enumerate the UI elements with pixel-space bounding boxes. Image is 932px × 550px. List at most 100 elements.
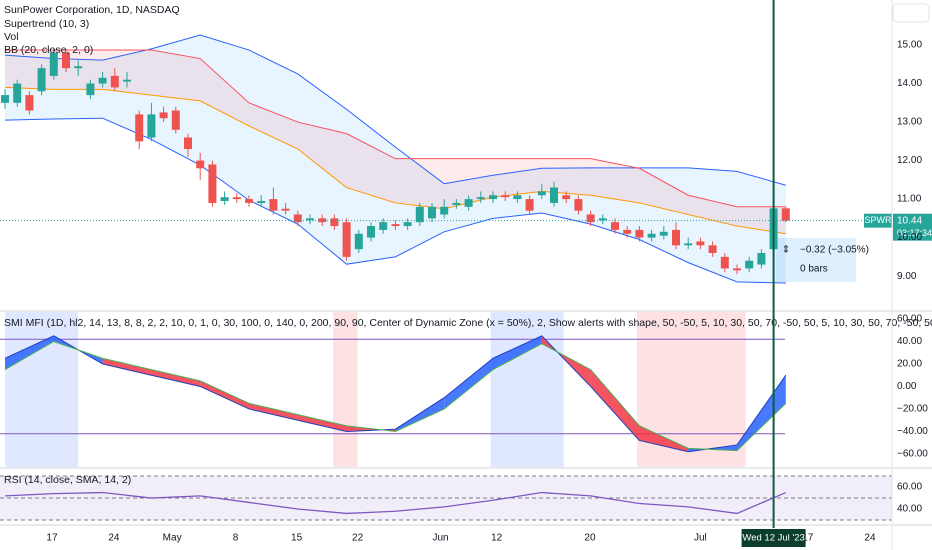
candle-body — [403, 222, 412, 227]
candle-body — [635, 229, 644, 238]
y-tick-label: 12.00 — [897, 155, 922, 166]
candle-body — [367, 226, 375, 238]
price-box — [893, 213, 932, 241]
candle-body — [537, 191, 546, 196]
signal-line — [4, 340, 787, 452]
candle-body — [440, 206, 449, 215]
candle-body — [513, 195, 522, 200]
candle-body — [684, 243, 693, 246]
smi-fill — [151, 369, 201, 387]
x-tick-label: 20 — [584, 533, 596, 544]
symbol-box — [864, 213, 892, 228]
candle-body — [647, 233, 656, 238]
symbol-label: SPWR — [865, 215, 893, 225]
measure-change: −0.32 (−3.05%) — [800, 245, 869, 256]
candle-body — [586, 214, 595, 223]
countdown-label: 03:17:34 — [897, 228, 932, 238]
candle-body — [147, 114, 156, 138]
candle-body — [550, 187, 558, 203]
candle-body — [306, 218, 314, 221]
x-tick-label: May — [163, 533, 182, 544]
signal-zone — [5, 312, 79, 467]
candle-body — [110, 75, 119, 88]
smi-fill — [200, 380, 249, 409]
candle-body — [49, 52, 58, 76]
y-tick-label: 15.00 — [897, 40, 922, 51]
measure-bars: 0 bars — [800, 264, 828, 275]
pane-title: RSI (14, close, SMA, 14, 2) — [4, 474, 131, 486]
candle-body — [708, 245, 717, 254]
candle-body — [696, 241, 705, 246]
x-tick-label: Jul — [694, 533, 707, 544]
candle-body — [62, 52, 70, 69]
candle-body — [318, 218, 327, 223]
measure-icon: ⇕ — [782, 245, 790, 256]
candle-body — [281, 208, 290, 211]
band-upper — [4, 34, 786, 186]
smi-fill — [297, 414, 347, 432]
y-tick-label: 13.00 — [897, 117, 922, 128]
candle-body — [489, 195, 497, 200]
candle-body — [86, 83, 95, 96]
candle-body — [623, 229, 632, 234]
candle-body — [452, 202, 461, 205]
candle-body — [220, 197, 229, 202]
y-tick-label: 11.00 — [897, 194, 922, 205]
x-tick-label: 8 — [233, 533, 239, 544]
candle-body — [269, 199, 278, 211]
x-tick-label: 17 — [46, 533, 58, 544]
candle-body — [379, 222, 388, 230]
y-tick-label: 9.00 — [897, 271, 917, 282]
candle-body — [232, 197, 241, 200]
candle-body — [159, 112, 168, 119]
crosshair-label-box — [741, 529, 806, 547]
smi-fill — [102, 358, 152, 376]
indicator-label: BB (20, close, 2, 0) — [4, 44, 93, 56]
band-basis — [4, 86, 786, 235]
x-tick-label: 22 — [352, 533, 364, 544]
candle-body — [37, 68, 46, 92]
candle-body — [342, 222, 351, 257]
candle-body — [659, 231, 668, 236]
indicator-label: Supertrend (10, 3) — [4, 18, 89, 30]
candle-body — [757, 253, 766, 265]
candle-body — [428, 206, 436, 219]
supertrend-fill — [5, 50, 786, 234]
y-tick-label: 20.00 — [897, 359, 922, 370]
candle-body — [245, 199, 253, 203]
band-lower — [4, 117, 786, 284]
y-tick-label: 60.00 — [897, 482, 922, 493]
x-tick-label: Jun — [432, 533, 448, 544]
y-tick-label: 0.00 — [897, 381, 917, 392]
smi-fill — [444, 358, 493, 409]
candle-body — [574, 199, 583, 211]
candle-body — [354, 233, 363, 250]
candle-body — [562, 195, 571, 200]
smi-fill — [5, 335, 54, 370]
last-price-label: 10.44 — [897, 215, 922, 226]
candle-body — [171, 110, 180, 130]
smi-fill — [493, 335, 542, 370]
candle-body — [98, 77, 107, 84]
x-tick-label: 24 — [864, 533, 876, 544]
indicator-label: Vol — [4, 31, 19, 43]
crosshair-label: Wed 12 Jul '23 — [742, 533, 804, 544]
y-tick-label: −60.00 — [897, 449, 928, 460]
candle-body — [525, 199, 534, 211]
y-tick-label: 40.00 — [897, 504, 922, 515]
y-tick-label: 60.00 — [897, 314, 922, 325]
x-tick-label: 12 — [491, 533, 503, 544]
y-tick-label: 40.00 — [897, 336, 922, 347]
candle-body — [330, 218, 339, 227]
candle-body — [208, 164, 217, 203]
candle-body — [257, 201, 266, 203]
candle-body — [464, 199, 473, 207]
candle-body — [501, 195, 510, 198]
candle-body — [184, 137, 192, 150]
candle-body — [672, 229, 680, 246]
measure-box — [776, 238, 856, 282]
smi-fill — [249, 403, 298, 421]
toolbar-button[interactable] — [892, 3, 930, 23]
candle-body — [74, 66, 83, 69]
